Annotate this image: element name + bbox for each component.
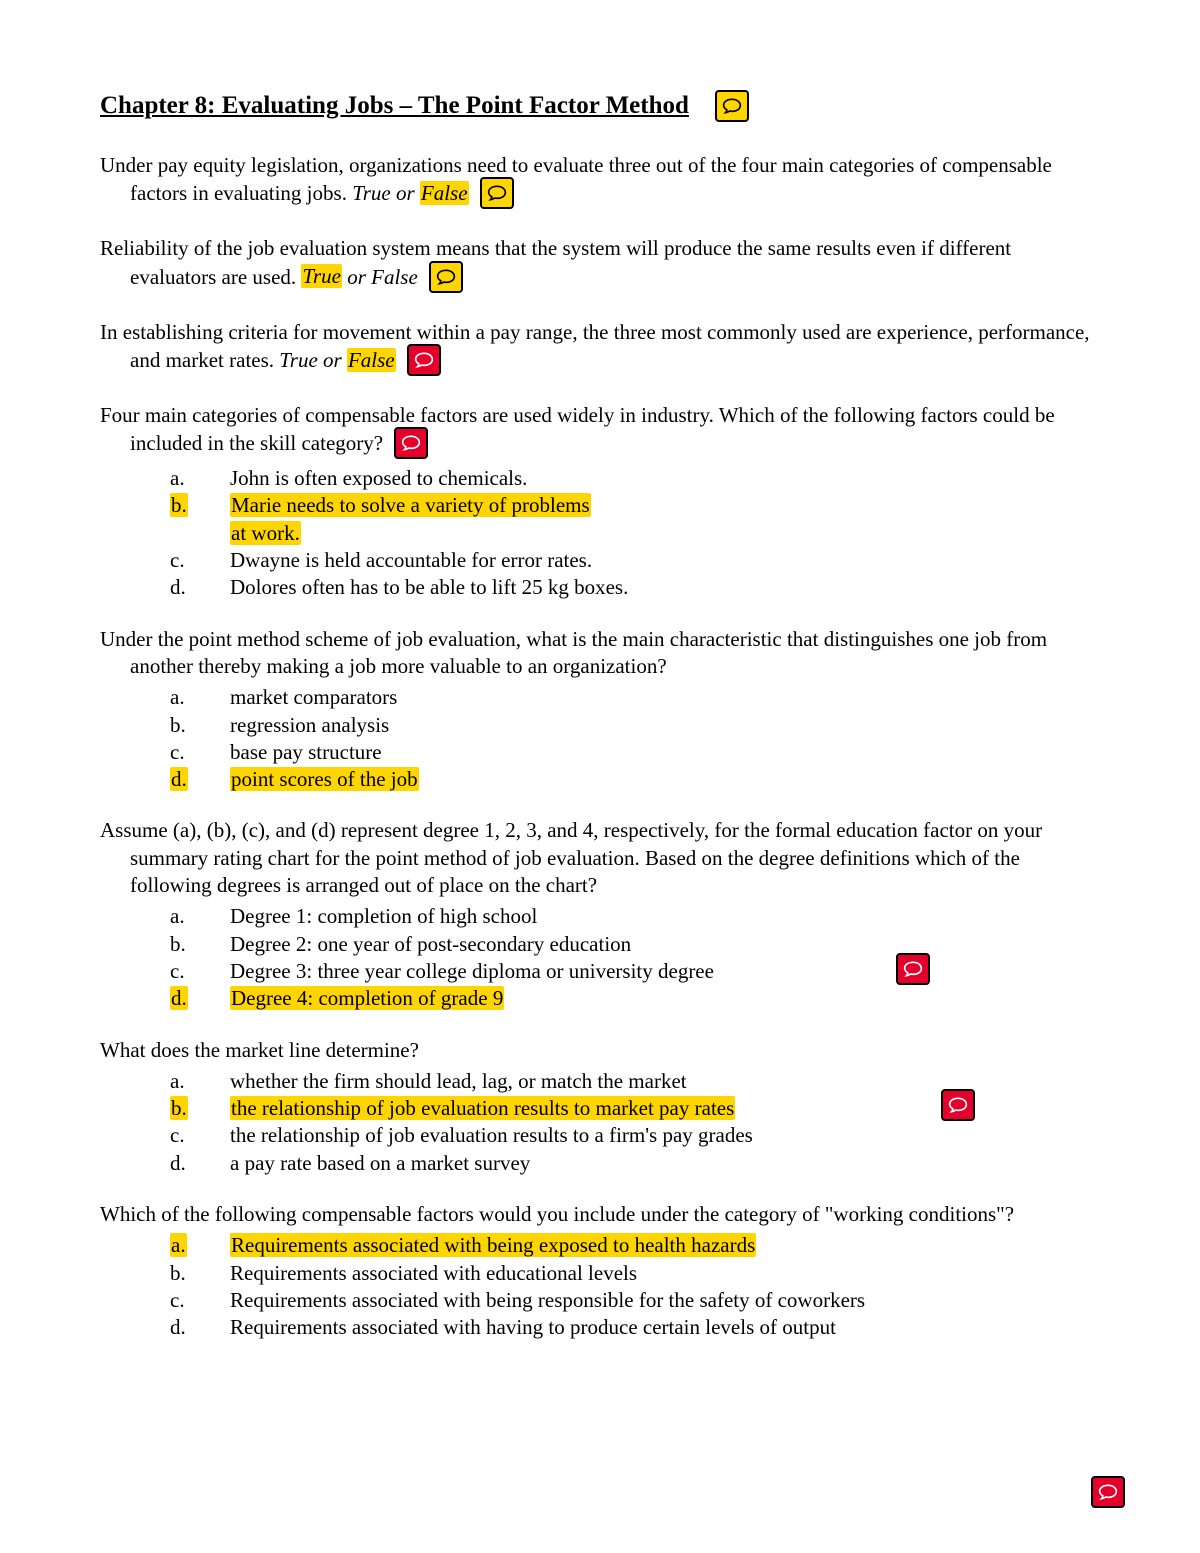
q1-answer-highlight: False	[420, 181, 469, 205]
option-letter: a.	[170, 1232, 230, 1259]
option-letter: d.	[170, 574, 230, 601]
option-text: regression analysis	[230, 712, 1100, 739]
option-text: the relationship of job evaluation resul…	[230, 1122, 1100, 1149]
q3-tf-pre: True or	[279, 348, 347, 372]
option-letter: b.	[170, 712, 230, 739]
option-letter: a.	[170, 903, 230, 930]
q3-text: In establishing criteria for movement wi…	[100, 320, 1090, 372]
q2-tf-post: or False	[342, 264, 418, 288]
comment-icon[interactable]	[407, 344, 441, 376]
q5-text: Under the point method scheme of job eva…	[100, 626, 1100, 681]
option-letter: c.	[170, 1122, 230, 1149]
option-text: Requirements associated with being expos…	[230, 1232, 1100, 1259]
comment-icon[interactable]	[429, 261, 463, 293]
q6-text: Assume (a), (b), (c), and (d) represent …	[100, 817, 1100, 899]
q8-text: Which of the following compensable facto…	[100, 1201, 1100, 1228]
option-letter: c.	[170, 1287, 230, 1314]
option-letter: c.	[170, 739, 230, 766]
option-text: base pay structure	[230, 739, 1100, 766]
question-7: What does the market line determine? a.w…	[100, 1037, 1100, 1177]
option-text: Requirements associated with educational…	[230, 1260, 1100, 1287]
document-page: Chapter 8: Evaluating Jobs – The Point F…	[0, 0, 1200, 1553]
option-letter: b.	[170, 492, 230, 519]
option-letter: d.	[170, 766, 230, 793]
option-text: point scores of the job	[230, 766, 1100, 793]
q1-tf-pre: True or	[352, 181, 420, 205]
q2-answer-highlight: True	[301, 264, 342, 288]
question-4: Four main categories of compensable fact…	[100, 402, 1100, 602]
option-letter: c.	[170, 958, 230, 985]
comment-icon[interactable]	[480, 177, 514, 209]
option-letter: b.	[170, 1095, 230, 1122]
option-letter: c.	[170, 547, 230, 574]
option-text: Requirements associated with having to p…	[230, 1314, 1100, 1341]
option-letter: a.	[170, 465, 230, 492]
question-3: In establishing criteria for movement wi…	[100, 319, 1100, 378]
option-text: John is often exposed to chemicals.	[230, 465, 1100, 492]
question-1: Under pay equity legislation, organizati…	[100, 152, 1100, 211]
option-text: market comparators	[230, 684, 1100, 711]
option-letter: d.	[170, 1150, 230, 1177]
question-6: Assume (a), (b), (c), and (d) represent …	[100, 817, 1100, 1012]
option-letter: b.	[170, 1260, 230, 1287]
comment-icon[interactable]	[394, 427, 428, 459]
question-5: Under the point method scheme of job eva…	[100, 626, 1100, 794]
option-letter: d.	[170, 985, 230, 1012]
option-letter: d.	[170, 1314, 230, 1341]
option-letter: a.	[170, 1068, 230, 1095]
option-letter: b.	[170, 931, 230, 958]
q1-text: Under pay equity legislation, organizati…	[100, 153, 1052, 205]
q7-text: What does the market line determine?	[100, 1037, 1100, 1064]
comment-icon[interactable]	[715, 90, 749, 122]
option-text: Degree 4: completion of grade 9	[230, 985, 1100, 1012]
option-text: Dolores often has to be able to lift 25 …	[230, 574, 1100, 601]
option-text: a pay rate based on a market survey	[230, 1150, 1100, 1177]
q2-text: Reliability of the job evaluation system…	[100, 236, 1011, 288]
comment-icon[interactable]	[1091, 1476, 1125, 1508]
option-text: Dwayne is held accountable for error rat…	[230, 547, 1100, 574]
option-text: Requirements associated with being respo…	[230, 1287, 1100, 1314]
question-2: Reliability of the job evaluation system…	[100, 235, 1100, 294]
option-text: Degree 3: three year college diploma or …	[230, 958, 1100, 985]
comment-icon[interactable]	[941, 1089, 975, 1121]
chapter-title: Chapter 8: Evaluating Jobs – The Point F…	[100, 92, 689, 120]
option-text: Degree 2: one year of post-secondary edu…	[230, 931, 1100, 958]
option-text: Marie needs to solve a variety of proble…	[230, 492, 1100, 547]
comment-icon[interactable]	[896, 953, 930, 985]
option-text: Degree 1: completion of high school	[230, 903, 1100, 930]
option-letter: a.	[170, 684, 230, 711]
q4-text: Four main categories of compensable fact…	[100, 403, 1055, 455]
question-8: Which of the following compensable facto…	[100, 1201, 1100, 1341]
q3-answer-highlight: False	[347, 348, 396, 372]
